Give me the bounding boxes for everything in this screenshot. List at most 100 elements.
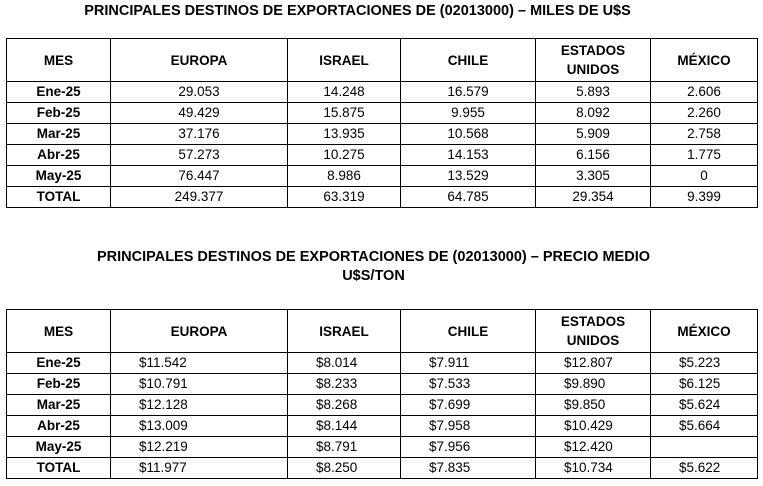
value-cell: 249.377 xyxy=(110,186,288,208)
table-row: TOTAL $11.977 $8.250 $7.835 $10.734 $5.622 xyxy=(6,457,758,479)
value-cell: 57.273 xyxy=(110,144,288,166)
value-cell: $7.835 xyxy=(400,457,536,479)
value-cell: 13.529 xyxy=(400,165,536,187)
value-cell: $12.807 xyxy=(535,352,651,374)
value-cell: $5.624 xyxy=(650,394,758,416)
value-cell: 16.579 xyxy=(400,81,536,103)
value-cell: $11.977 xyxy=(110,457,288,479)
header-mexico: MÉXICO xyxy=(650,38,758,82)
value-cell xyxy=(650,436,758,458)
value-cell: 13.935 xyxy=(287,123,401,145)
value-cell: $7.956 xyxy=(400,436,536,458)
month-cell: May-25 xyxy=(6,165,111,187)
header-estados-unidos: ESTADOS UNIDOS xyxy=(535,38,651,82)
value-cell: 3.305 xyxy=(535,165,651,187)
value-cell: 5.893 xyxy=(535,81,651,103)
value-cell: 64.785 xyxy=(400,186,536,208)
table-row: Ene-25 29.053 14.248 16.579 5.893 2.606 xyxy=(6,81,758,103)
value-cell: $8.268 xyxy=(287,394,401,416)
value-cell: $10.791 xyxy=(110,373,288,395)
value-cell: 8.986 xyxy=(287,165,401,187)
header-estados-unidos: ESTADOS UNIDOS xyxy=(535,309,651,353)
value-cell: 8.092 xyxy=(535,102,651,124)
value-cell: $5.664 xyxy=(650,415,758,437)
value-cell: $8.233 xyxy=(287,373,401,395)
value-cell: 10.568 xyxy=(400,123,536,145)
value-cell: $12.219 xyxy=(110,436,288,458)
value-cell: $12.128 xyxy=(110,394,288,416)
table-row: Mar-25 $12.128 $8.268 $7.699 $9.850 $5.624 xyxy=(6,394,758,416)
value-cell: 63.319 xyxy=(287,186,401,208)
table-row: Feb-25 $10.791 $8.233 $7.533 $9.890 $6.125 xyxy=(6,373,758,395)
value-cell: 49.429 xyxy=(110,102,288,124)
value-cell: 29.354 xyxy=(535,186,651,208)
month-cell: TOTAL xyxy=(6,186,111,208)
value-cell: 37.176 xyxy=(110,123,288,145)
table2-body: Ene-25 $11.542 $8.014 $7.911 $12.807 $5.223 Fe… xyxy=(6,352,758,479)
value-cell: 2.758 xyxy=(650,123,758,145)
value-cell: $12.420 xyxy=(535,436,651,458)
value-cell: 14.248 xyxy=(287,81,401,103)
value-cell: $5.622 xyxy=(650,457,758,479)
value-cell: 5.909 xyxy=(535,123,651,145)
value-cell: $5.223 xyxy=(650,352,758,374)
table-row: Mar-25 37.176 13.935 10.568 5.909 2.758 xyxy=(6,123,758,145)
value-cell: $11.542 xyxy=(110,352,288,374)
header-mexico: MÉXICO xyxy=(650,309,758,353)
header-israel: ISRAEL xyxy=(287,309,401,353)
table-row: Ene-25 $11.542 $8.014 $7.911 $12.807 $5.223 xyxy=(6,352,758,374)
table2-title-line2: U$S/TON xyxy=(342,268,405,284)
value-cell: $9.890 xyxy=(535,373,651,395)
exports-price-table: MES EUROPA ISRAEL CHILE ESTADOS UNIDOS M… xyxy=(6,309,758,479)
value-cell: $10.734 xyxy=(535,457,651,479)
value-cell: $7.958 xyxy=(400,415,536,437)
header-chile: CHILE xyxy=(400,309,536,353)
table-row: Abr-25 57.273 10.275 14.153 6.156 1.775 xyxy=(6,144,758,166)
table-row: Feb-25 49.429 15.875 9.955 8.092 2.260 xyxy=(6,102,758,124)
month-cell: Ene-25 xyxy=(6,352,111,374)
header-mes: MES xyxy=(6,309,111,353)
value-cell: 15.875 xyxy=(287,102,401,124)
value-cell: $8.250 xyxy=(287,457,401,479)
header-israel: ISRAEL xyxy=(287,38,401,82)
value-cell: 6.156 xyxy=(535,144,651,166)
value-cell: $7.911 xyxy=(400,352,536,374)
value-cell: 10.275 xyxy=(287,144,401,166)
table1-title: PRINCIPALES DESTINOS DE EXPORTACIONES DE… xyxy=(84,3,631,19)
value-cell: $8.014 xyxy=(287,352,401,374)
value-cell: 2.606 xyxy=(650,81,758,103)
value-cell: $7.699 xyxy=(400,394,536,416)
month-cell: Ene-25 xyxy=(6,81,111,103)
header-mes: MES xyxy=(6,38,111,82)
month-cell: TOTAL xyxy=(6,457,111,479)
table-row: May-25 $12.219 $8.791 $7.956 $12.420 xyxy=(6,436,758,458)
value-cell: 9.399 xyxy=(650,186,758,208)
value-cell: 1.775 xyxy=(650,144,758,166)
value-cell: 29.053 xyxy=(110,81,288,103)
value-cell: $6.125 xyxy=(650,373,758,395)
header-europa: EUROPA xyxy=(110,309,288,353)
month-cell: Feb-25 xyxy=(6,102,111,124)
value-cell: 14.153 xyxy=(400,144,536,166)
value-cell: 0 xyxy=(650,165,758,187)
value-cell: 9.955 xyxy=(400,102,536,124)
header-europa: EUROPA xyxy=(110,38,288,82)
table-row: TOTAL 249.377 63.319 64.785 29.354 9.399 xyxy=(6,186,758,208)
value-cell: 76.447 xyxy=(110,165,288,187)
table-row: Abr-25 $13.009 $8.144 $7.958 $10.429 $5.664 xyxy=(6,415,758,437)
exports-value-table: MES EUROPA ISRAEL CHILE ESTADOS UNIDOS M… xyxy=(6,38,758,208)
header-chile: CHILE xyxy=(400,38,536,82)
table2-title: PRINCIPALES DESTINOS DE EXPORTACIONES DE… xyxy=(0,248,755,286)
value-cell: $7.533 xyxy=(400,373,536,395)
value-cell: $13.009 xyxy=(110,415,288,437)
month-cell: Feb-25 xyxy=(6,373,111,395)
month-cell: May-25 xyxy=(6,436,111,458)
table2-title-line1: PRINCIPALES DESTINOS DE EXPORTACIONES DE… xyxy=(96,249,650,265)
table2-header-row: MES EUROPA ISRAEL CHILE ESTADOS UNIDOS M… xyxy=(6,309,758,353)
value-cell: $8.144 xyxy=(287,415,401,437)
value-cell: $9.850 xyxy=(535,394,651,416)
table1-header-row: MES EUROPA ISRAEL CHILE ESTADOS UNIDOS M… xyxy=(6,38,758,82)
value-cell: $10.429 xyxy=(535,415,651,437)
month-cell: Abr-25 xyxy=(6,415,111,437)
month-cell: Abr-25 xyxy=(6,144,111,166)
